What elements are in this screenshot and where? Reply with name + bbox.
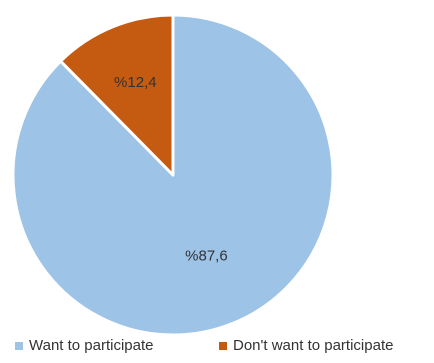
pie-slice-dont-want [59,13,175,177]
legend-swatch-want [15,341,23,350]
legend-label-dont-want: Don't want to participate [233,337,394,354]
pie-slices [11,13,335,337]
data-label-want: %87,6 [185,247,228,264]
legend-item-dont-want: Don't want to participate [219,337,393,354]
data-label-dont-want: %12,4 [114,74,157,91]
pie-data-labels: %87,6 %12,4 [114,74,228,264]
legend-label-want: Want to participate [29,337,154,354]
chart-legend: Want to participate Don't want to partic… [0,337,434,359]
legend-item-want: Want to participate [15,337,154,354]
legend-swatch-dont-want [219,341,227,350]
